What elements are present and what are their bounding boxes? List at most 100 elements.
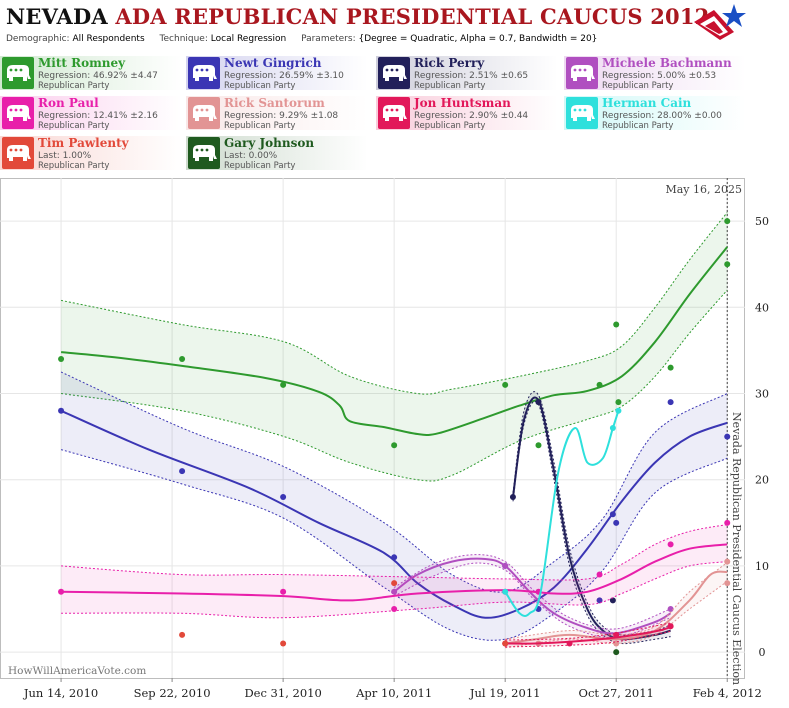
data-point	[179, 356, 186, 363]
legend-party: Republican Party	[602, 121, 674, 131]
y-tick-label: 10	[755, 560, 769, 573]
x-tick-label: Sep 22, 2010	[134, 686, 211, 700]
param-value-demographic: All Respondents	[72, 34, 145, 44]
legend-name: Mitt Romney	[38, 56, 126, 70]
data-point	[502, 588, 509, 595]
legend-party: Republican Party	[38, 161, 110, 171]
data-point	[724, 519, 731, 526]
event-label: Nevada Republican Presidential Caucus El…	[730, 412, 743, 685]
legend-party: Republican Party	[602, 81, 674, 91]
elephant-icon	[566, 57, 598, 89]
x-tick-label: Jul 19, 2011	[469, 686, 541, 700]
elephant-icon	[378, 97, 410, 129]
data-point	[609, 597, 616, 604]
confidence-band	[394, 554, 671, 638]
y-tick-label: 0	[759, 646, 766, 659]
param-label-parameters: Parameters:	[301, 34, 356, 44]
x-axis: Jun 14, 2010 Sep 22, 2010 Dec 31, 2010 Apr …	[23, 678, 762, 700]
data-point	[724, 218, 731, 225]
data-point	[535, 399, 542, 406]
data-point	[615, 407, 622, 414]
data-point	[667, 623, 674, 630]
data-point	[596, 381, 603, 388]
legend-party: Republican Party	[224, 81, 296, 91]
legend-name: Ron Paul	[38, 96, 99, 110]
elephant-icon	[188, 97, 220, 129]
legend-item-newt-gingrich: Newt Gingrich Regression: 26.59% ±3.10 Rep…	[186, 56, 368, 91]
legend-item-jon-huntsman: Jon Huntsman Regression: 2.90% ±0.44 Repub…	[376, 96, 558, 131]
data-point	[596, 571, 603, 578]
confidence-band	[505, 622, 671, 647]
data-point	[280, 640, 287, 647]
data-point	[724, 261, 731, 268]
legend-stat: Last: 0.00%	[224, 151, 278, 161]
legend-stat: Regression: 9.29% ±1.08	[224, 111, 339, 121]
y-axis: 0 10 20 30 40 50	[755, 215, 769, 659]
trend-line	[60, 409, 728, 619]
series-tim-pawlenty	[179, 580, 509, 647]
legend-name: Newt Gingrich	[224, 56, 322, 70]
legend-name: Gary Johnson	[224, 136, 315, 150]
trend-line	[505, 570, 728, 645]
legend-stat: Regression: 2.51% ±0.65	[414, 71, 529, 81]
trend-line	[504, 410, 620, 617]
data-point	[667, 606, 674, 613]
data-point	[596, 597, 603, 604]
trend-line	[505, 626, 671, 645]
watermark: HowWillAmericaVote.com	[8, 665, 146, 677]
trend-line	[512, 396, 671, 641]
series-mitt-romney	[58, 212, 731, 482]
band-lower	[61, 561, 728, 619]
confidence-band	[513, 391, 671, 644]
elephant-icon	[188, 137, 220, 169]
data-point	[391, 588, 398, 595]
band-lower	[512, 400, 671, 645]
chart-svg: 0 10 20 30 40 50 Jun 14, 2010 Sep 22, 2010 Dec 3…	[0, 178, 769, 700]
legend-name: Rick Santorum	[224, 96, 325, 110]
chart-area: 0 10 20 30 40 50 Jun 14, 2010 Sep 22, 2010 Dec 3…	[0, 176, 789, 704]
band-upper	[61, 212, 728, 395]
data-point	[609, 511, 616, 518]
data-point	[179, 468, 186, 475]
legend-stat: Regression: 5.00% ±0.53	[602, 71, 717, 81]
x-tick-label: Oct 27, 2011	[579, 686, 654, 700]
page-title: NEVADA ADA REPUBLICAN PRESIDENTIAL CAUCU…	[6, 4, 709, 29]
legend-name: Jon Huntsman	[414, 96, 511, 110]
data-point	[724, 558, 731, 565]
data-point	[667, 364, 674, 371]
legend-stat: Regression: 2.90% ±0.44	[414, 111, 529, 121]
data-point	[391, 606, 398, 613]
data-point	[502, 381, 509, 388]
legend-stat: Last: 1.00%	[38, 151, 92, 161]
band-upper	[512, 391, 671, 636]
x-tick-label: Jun 14, 2010	[23, 686, 98, 700]
data-point	[566, 640, 573, 647]
band-upper	[60, 371, 728, 593]
y-tick-label: 40	[755, 301, 769, 314]
data-point	[613, 631, 620, 638]
data-point	[391, 442, 398, 449]
legend-stat: Regression: 26.59% ±3.10	[224, 71, 344, 81]
data-point	[280, 381, 287, 388]
data-point	[613, 321, 620, 328]
confidence-band	[61, 212, 728, 482]
legend-party: Republican Party	[224, 161, 296, 171]
y-tick-label: 20	[755, 474, 769, 487]
data-point	[391, 554, 398, 561]
legend-stat: Regression: 28.00% ±0.00	[602, 111, 722, 121]
data-point	[502, 562, 509, 569]
candidate-legend: Mitt Romney Regression: 46.92% ±4.47 Repub…	[0, 56, 789, 176]
data-point	[58, 588, 65, 595]
data-point	[58, 407, 65, 414]
legend-party: Republican Party	[38, 81, 110, 91]
legend-item-rick-perry: Rick Perry Regression: 2.51% ±0.65 Republi…	[376, 56, 558, 91]
band-upper	[393, 554, 671, 630]
legend-item-herman-cain: Herman Cain Regression: 28.00% ±0.00 Repub…	[564, 96, 746, 131]
elephant-icon	[2, 137, 34, 169]
plot-frame	[0, 178, 745, 679]
band-upper	[61, 524, 728, 581]
x-tick-label: Feb 4, 2012	[693, 686, 762, 700]
data-point	[535, 442, 542, 449]
legend-item-tim-pawlenty: Tim Pawlenty Last: 1.00% Republican Party	[0, 136, 182, 171]
elephant-icon	[566, 97, 598, 129]
